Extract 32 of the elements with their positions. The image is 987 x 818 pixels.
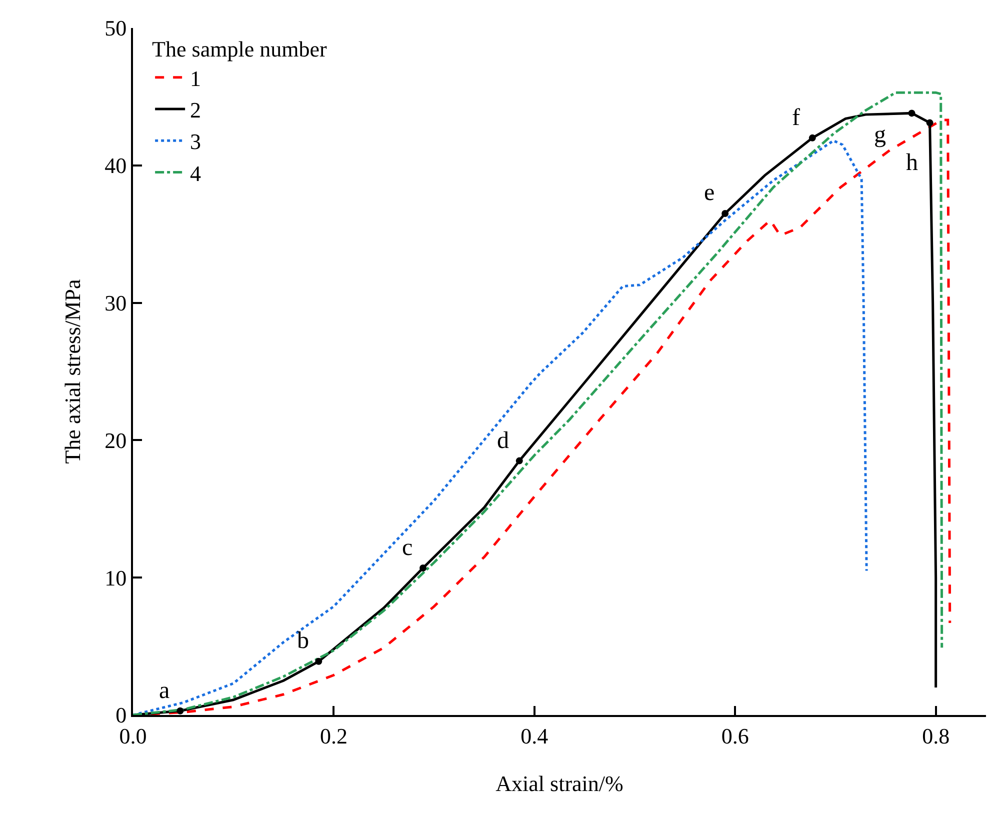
legend-title: The sample number: [152, 36, 328, 62]
point: [808, 134, 816, 142]
legend-label: 3: [190, 129, 202, 154]
point: [420, 564, 427, 572]
x-tick-label: 0.4: [520, 723, 548, 748]
annotation: a: [159, 678, 170, 704]
point: [926, 119, 934, 126]
x-tick-label: 0.8: [922, 723, 950, 748]
point: [176, 707, 184, 714]
y-tick-label: 50: [104, 16, 127, 41]
point: [315, 658, 322, 665]
annotation: b: [297, 628, 309, 654]
legend-label: 4: [190, 160, 202, 186]
y-axis-title: The axial stress/MPa: [60, 279, 85, 464]
y-tick-label: 30: [104, 290, 127, 316]
annotation: c: [402, 535, 413, 561]
legend-label: 2: [190, 98, 202, 123]
annotation: f: [792, 105, 800, 131]
x-tick-label: 0.6: [721, 723, 749, 748]
x-axis-title: Axial strain/%: [496, 770, 624, 796]
legend-label: 1: [190, 66, 202, 91]
point: [722, 210, 729, 217]
annotation: d: [497, 428, 509, 454]
point: [908, 110, 916, 117]
x-tick-label: 0.2: [320, 723, 348, 748]
y-tick-label: 20: [104, 428, 127, 453]
annotation: h: [906, 150, 918, 176]
annotation: e: [704, 180, 715, 206]
y-tick-label: 10: [104, 565, 127, 590]
annotation: g: [874, 122, 886, 148]
point: [516, 457, 523, 464]
y-tick-label: 40: [104, 153, 127, 178]
